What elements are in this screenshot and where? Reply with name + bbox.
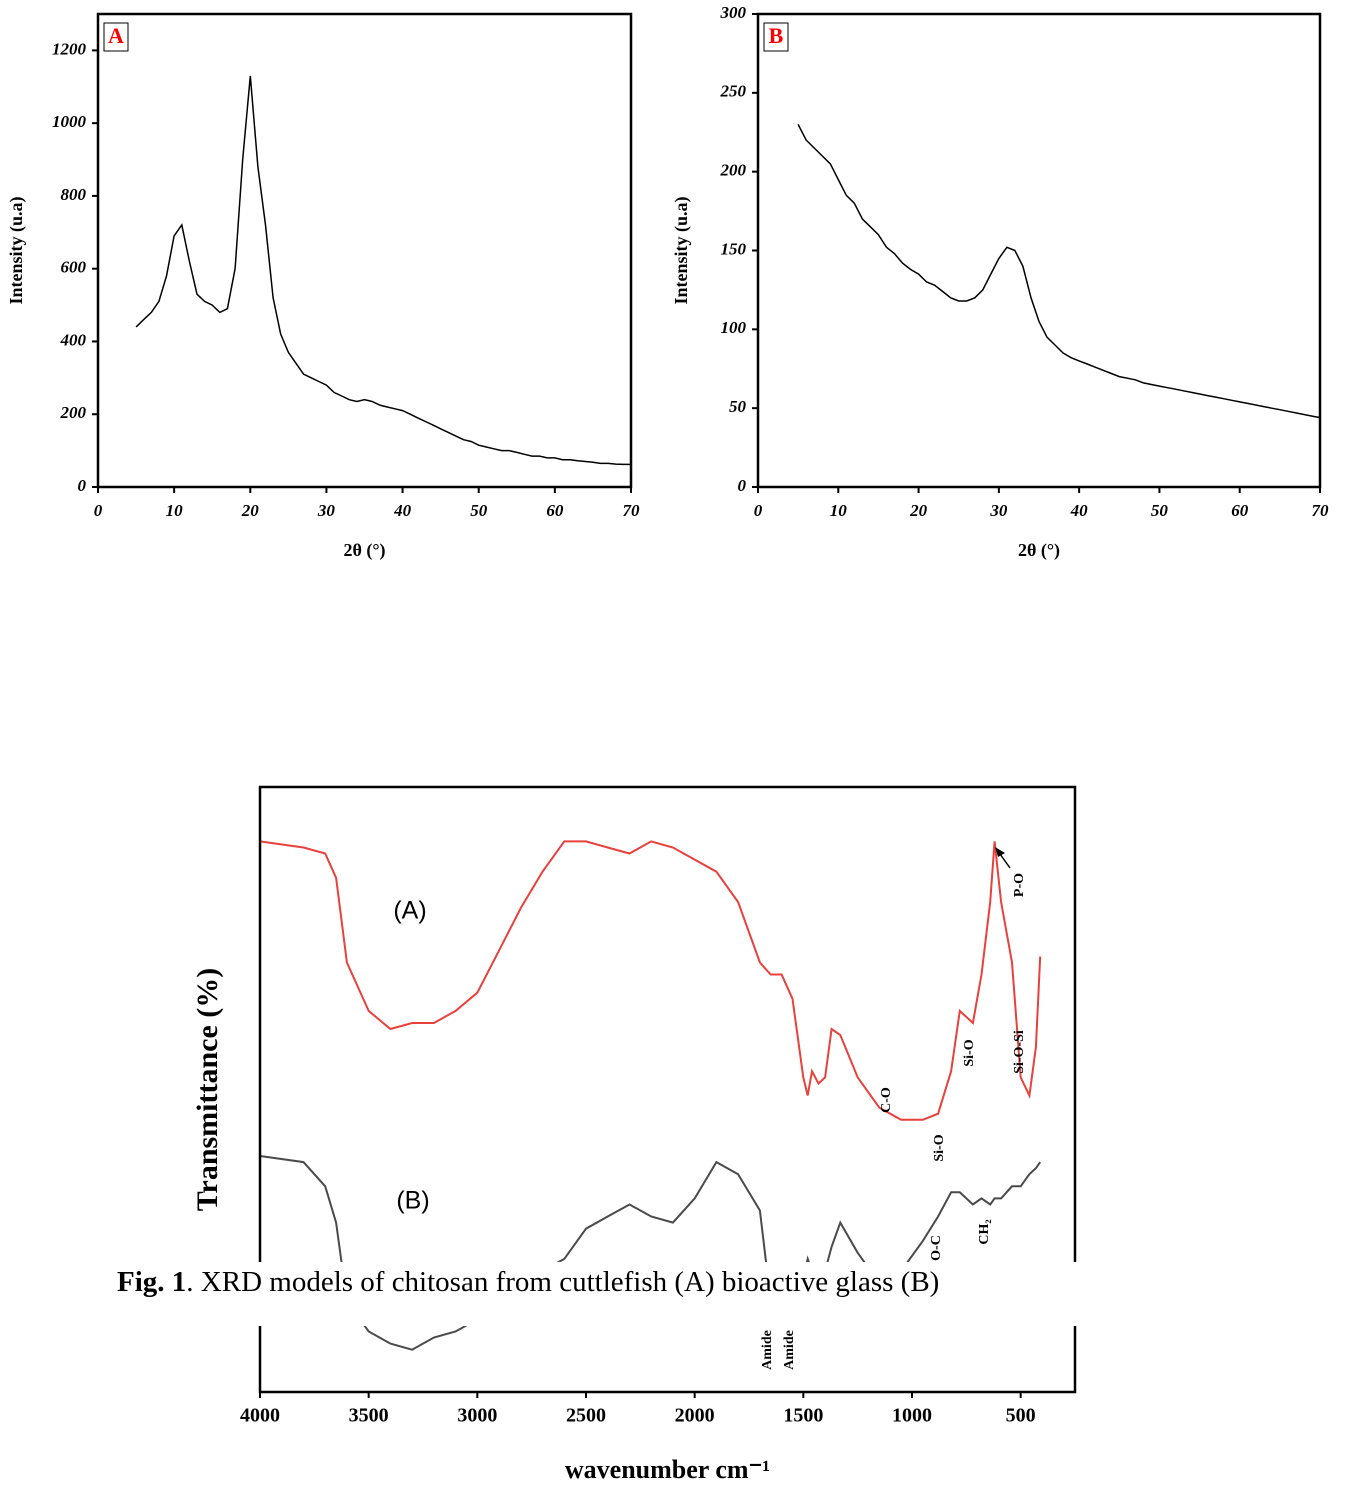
- caption-text: . XRD models of chitosan from cuttlefish…: [186, 1266, 940, 1298]
- panel-label: B: [769, 23, 784, 48]
- annotation: Amide: [760, 1330, 775, 1370]
- x-tick-label: 70: [1312, 501, 1330, 520]
- annotation: P-O: [1012, 873, 1027, 897]
- x-tick-label: 0: [94, 501, 103, 520]
- x-tick-label: 20: [241, 501, 260, 520]
- y-axis-label: Intensity (u.a): [6, 196, 27, 304]
- x-tick-label: 70: [623, 501, 641, 520]
- y-tick-label: 1000: [52, 112, 87, 131]
- x-tick-label: 0: [754, 501, 763, 520]
- x-tick-label: 40: [393, 501, 412, 520]
- data-line: [797, 124, 1321, 419]
- x-tick-label: 50: [1151, 501, 1169, 520]
- panel-label-box: [103, 22, 129, 52]
- x-tick-label: 500: [1006, 1405, 1036, 1427]
- x-tick-label: 4000: [240, 1405, 280, 1427]
- x-tick-label: 60: [1231, 501, 1249, 520]
- y-tick-label: 100: [721, 318, 747, 337]
- y-tick-label: 0: [78, 476, 87, 495]
- x-tick-label: 30: [317, 501, 336, 520]
- series-label: (A): [393, 897, 426, 925]
- data-line: [135, 75, 631, 466]
- annotation: Amide: [782, 1330, 797, 1370]
- y-tick-label: 600: [61, 258, 87, 277]
- annotation: O-C: [929, 1235, 944, 1261]
- x-tick-label: 1000: [892, 1405, 932, 1427]
- y-tick-label: 1200: [52, 39, 87, 58]
- y-axis-label: Transmittance (%): [191, 968, 224, 1212]
- y-tick-label: 200: [720, 161, 747, 180]
- panel-label-box: [763, 22, 789, 52]
- annotation: Si-O: [962, 1039, 977, 1066]
- caption: Fig. 1. XRD models of chitosan from cutt…: [100, 1262, 1080, 1326]
- y-tick-label: 0: [738, 476, 747, 495]
- x-tick-label: 3000: [457, 1405, 497, 1427]
- arrow: [999, 853, 1011, 869]
- y-tick-label: 250: [720, 82, 747, 101]
- series-label: (B): [396, 1187, 429, 1215]
- y-tick-label: 150: [721, 239, 747, 258]
- plot-frame: [258, 785, 1077, 1394]
- panel-label: A: [108, 23, 124, 48]
- x-tick-label: 40: [1070, 501, 1089, 520]
- annotation: CH₂: [977, 1219, 992, 1244]
- y-tick-label: 800: [61, 185, 87, 204]
- y-axis-label: Intensity (u.a): [671, 196, 692, 304]
- x-tick-label: 3500: [349, 1405, 389, 1427]
- y-tick-label: 400: [60, 330, 87, 349]
- arrow-head: [995, 847, 1005, 857]
- x-tick-label: 10: [166, 501, 184, 520]
- annotation: Si-O-Si: [1012, 1030, 1027, 1074]
- x-axis-label: wavenumber cm⁻¹: [565, 1455, 770, 1484]
- annotation: C-O: [879, 1087, 894, 1113]
- x-axis-label: 2θ (°): [1018, 540, 1060, 561]
- y-tick-label: 200: [60, 403, 87, 422]
- x-tick-label: 20: [909, 501, 928, 520]
- caption-label: Fig. 1: [117, 1266, 187, 1298]
- x-tick-label: 1500: [783, 1405, 823, 1427]
- plot-frame: [756, 12, 1322, 489]
- x-tick-label: 10: [830, 501, 848, 520]
- x-tick-label: 60: [546, 501, 564, 520]
- x-axis-label: 2θ (°): [343, 540, 385, 561]
- data-line: [259, 840, 1042, 1121]
- x-tick-label: 30: [989, 501, 1008, 520]
- x-tick-label: 2500: [566, 1405, 606, 1427]
- x-tick-label: 50: [470, 501, 488, 520]
- x-tick-label: 2000: [675, 1405, 715, 1427]
- annotation: Si-O: [932, 1134, 947, 1161]
- y-tick-label: 50: [729, 397, 747, 416]
- y-tick-label: 300: [720, 3, 747, 22]
- plot-frame: [96, 12, 633, 489]
